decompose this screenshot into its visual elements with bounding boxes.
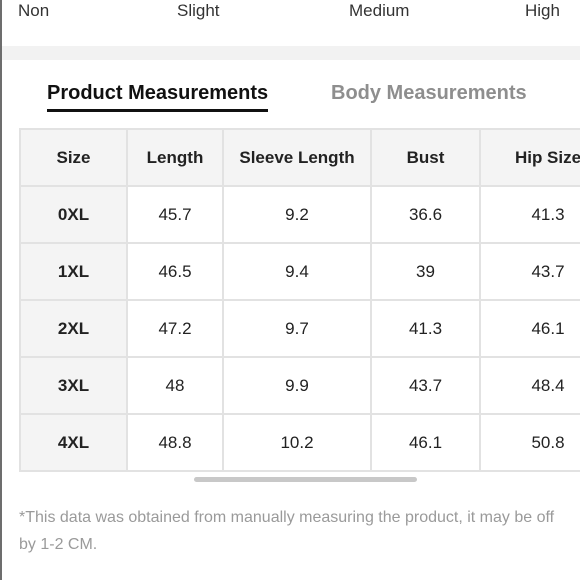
column-header-bust: Bust [370, 128, 481, 187]
size-cell: 2XL [19, 299, 128, 358]
hip-size-cell: 50.8 [479, 413, 580, 472]
tab-body-measurements[interactable]: Body Measurements [331, 82, 527, 104]
size-table: Size Length Sleeve Length Bust Hip Size … [19, 128, 580, 472]
size-cell: 4XL [19, 413, 128, 472]
bust-cell: 43.7 [370, 356, 481, 415]
table-row: 4XL 48.8 10.2 46.1 50.8 [19, 413, 580, 472]
stretch-label-non: Non [18, 1, 50, 20]
column-header-length: Length [126, 128, 224, 187]
table-header-row: Size Length Sleeve Length Bust Hip Size [19, 128, 580, 187]
measurement-disclaimer: *This data was obtained from manually me… [19, 509, 555, 553]
hip-size-cell: 41.3 [479, 185, 580, 244]
length-cell: 48.8 [126, 413, 224, 472]
column-header-size: Size [19, 128, 128, 187]
sleeve-length-cell: 9.7 [222, 299, 372, 358]
stretch-label-high: High [525, 1, 560, 20]
length-cell: 46.5 [126, 242, 224, 301]
size-table-scroll-area[interactable]: Size Length Sleeve Length Bust Hip Size … [19, 128, 580, 485]
sleeve-length-cell: 9.4 [222, 242, 372, 301]
horizontal-scrollbar[interactable] [194, 477, 417, 482]
length-cell: 48 [126, 356, 224, 415]
bust-cell: 36.6 [370, 185, 481, 244]
table-row: 3XL 48 9.9 43.7 48.4 [19, 356, 580, 415]
hip-size-cell: 46.1 [479, 299, 580, 358]
table-row: 0XL 45.7 9.2 36.6 41.3 [19, 185, 580, 244]
section-divider [2, 46, 580, 60]
bust-cell: 39 [370, 242, 481, 301]
column-header-hip-size: Hip Size [479, 128, 580, 187]
sleeve-length-cell: 9.2 [222, 185, 372, 244]
table-row: 1XL 46.5 9.4 39 43.7 [19, 242, 580, 301]
stretch-label-slight: Slight [177, 1, 220, 20]
bust-cell: 41.3 [370, 299, 481, 358]
size-cell: 1XL [19, 242, 128, 301]
size-cell: 3XL [19, 356, 128, 415]
hip-size-cell: 48.4 [479, 356, 580, 415]
sleeve-length-cell: 9.9 [222, 356, 372, 415]
bust-cell: 46.1 [370, 413, 481, 472]
measurement-tabs: Product Measurements Body Measurements [0, 82, 580, 116]
length-cell: 45.7 [126, 185, 224, 244]
hip-size-cell: 43.7 [479, 242, 580, 301]
window-left-border [0, 0, 2, 580]
stretch-label-medium: Medium [349, 1, 410, 20]
stretch-scale: Non Slight Medium High [0, 0, 580, 26]
length-cell: 47.2 [126, 299, 224, 358]
tab-product-measurements[interactable]: Product Measurements [47, 82, 269, 112]
size-cell: 0XL [19, 185, 128, 244]
table-row: 2XL 47.2 9.7 41.3 46.1 [19, 299, 580, 358]
column-header-sleeve-length: Sleeve Length [222, 128, 372, 187]
sleeve-length-cell: 10.2 [222, 413, 372, 472]
